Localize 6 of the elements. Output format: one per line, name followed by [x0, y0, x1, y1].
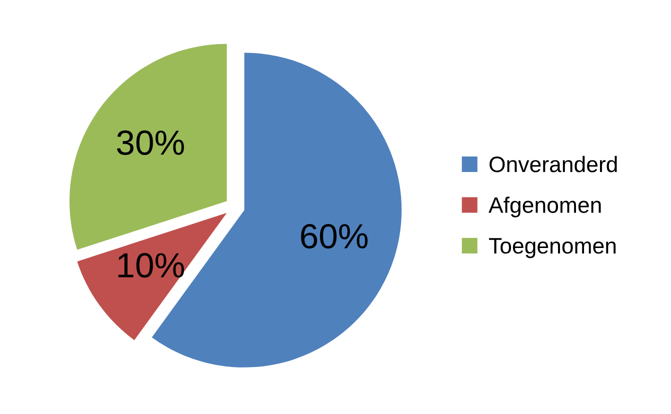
- legend-label: Afgenomen: [488, 196, 601, 218]
- data-label: 60%: [301, 224, 368, 249]
- legend-label: Onveranderd: [490, 156, 617, 172]
- data-label: 30%: [117, 130, 184, 155]
- data-label: 10%: [118, 253, 184, 278]
- legend-label: Toegenomen: [489, 238, 616, 258]
